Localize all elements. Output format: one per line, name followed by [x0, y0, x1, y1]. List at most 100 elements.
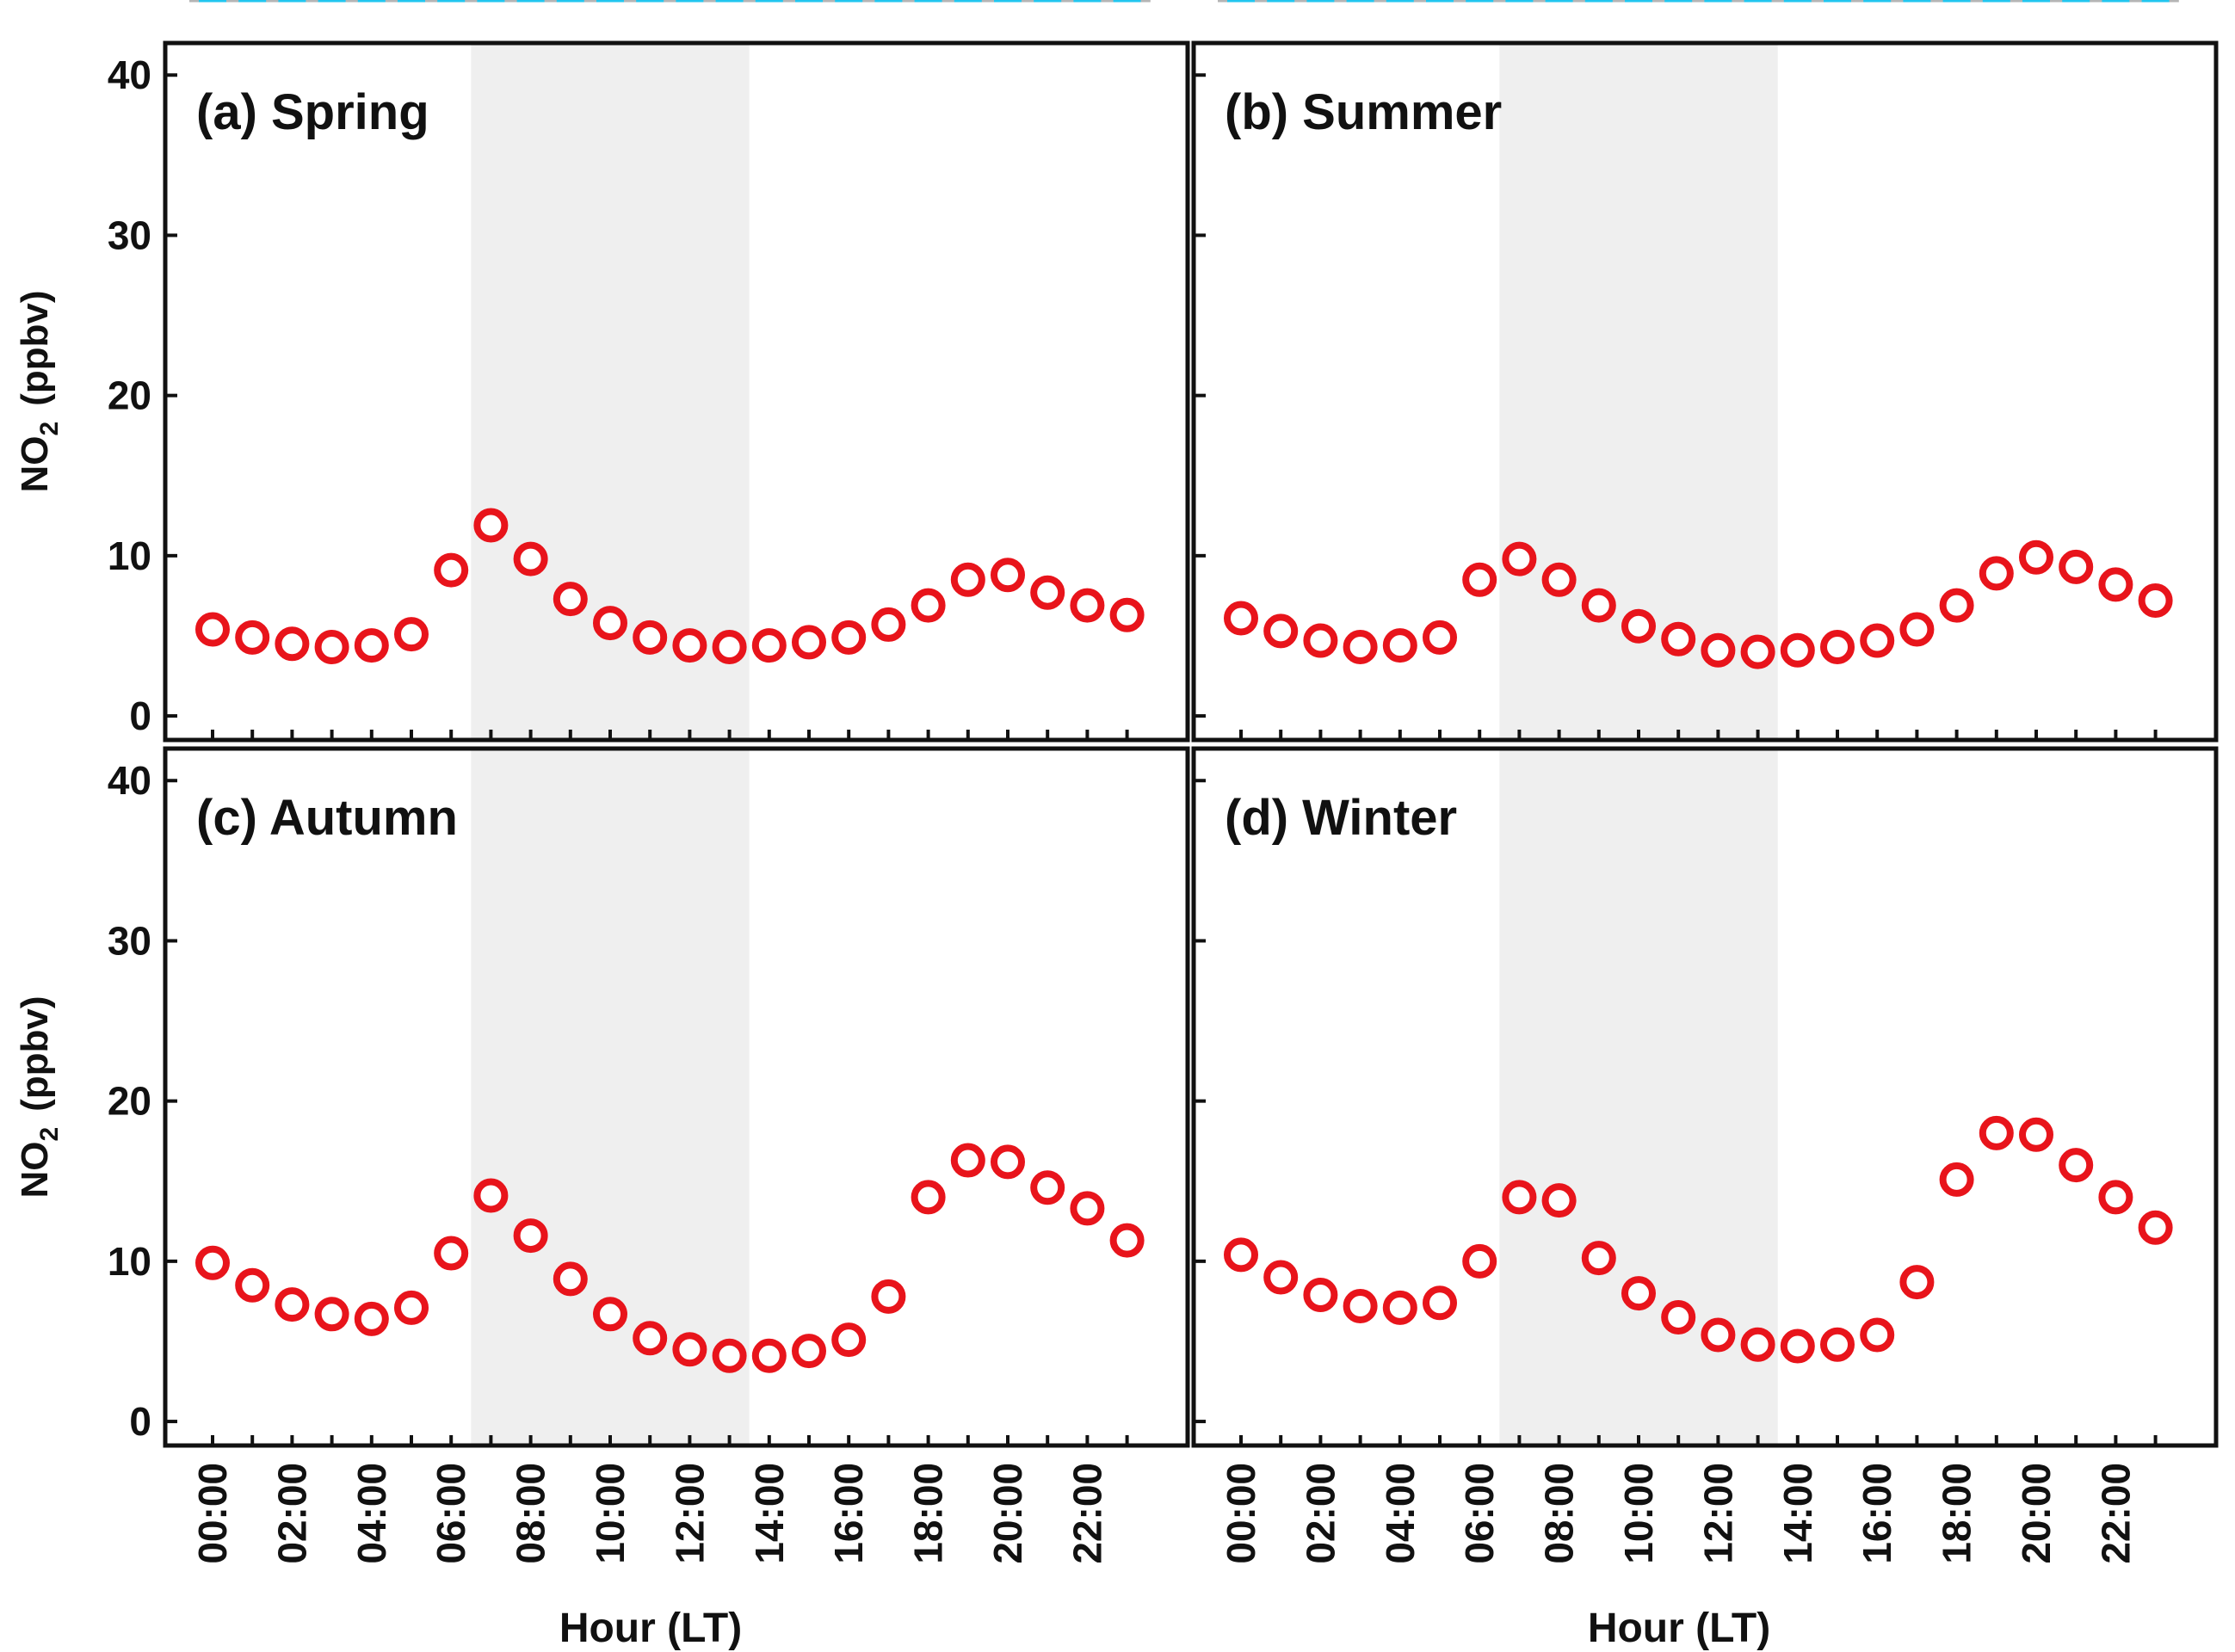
boxplot-hour-21	[2053, 0, 2100, 1183]
mean-marker	[1224, 1237, 1258, 1273]
mean-marker	[1581, 588, 1616, 623]
mean-marker	[553, 582, 588, 617]
panel-2: (b) Summer	[1191, 0, 2219, 743]
y-tick-label: 0	[129, 1399, 151, 1444]
boxplot-hour-23	[2132, 0, 2179, 618]
mean-marker	[2098, 1180, 2133, 1215]
boxplot-hour-10	[587, 0, 633, 1332]
y-label-subscript: 2	[35, 1127, 64, 1142]
mean-marker	[394, 1290, 429, 1325]
boxplot-hour-3	[1337, 0, 1384, 1323]
boxplot-hour-16	[1854, 0, 1901, 1353]
x-tick-label: 22:00	[2093, 1463, 2138, 1564]
y-label-species: NO	[14, 1142, 56, 1199]
boxplot-hour-11	[627, 0, 674, 1356]
mean-marker	[1979, 1115, 2014, 1150]
mean-marker	[792, 1334, 826, 1369]
mean-marker	[991, 1144, 1025, 1180]
mean-marker	[1502, 1180, 1537, 1215]
boxplot-hour-5	[388, 0, 435, 1325]
mean-marker	[1303, 1277, 1338, 1312]
y-tick-label: 40	[108, 758, 151, 803]
panel-1: 0 10 20 30 40 (a) Spring NO2 (ppbv)	[14, 0, 1190, 743]
boxplot-hour-1	[1257, 0, 1305, 1295]
boxplot-hour-11	[1655, 0, 1702, 656]
mean-marker	[633, 1321, 668, 1356]
mean-marker	[751, 1338, 787, 1373]
boxplot-hour-13	[1734, 0, 1781, 1362]
mean-marker	[831, 1322, 867, 1358]
boxplot-hour-14	[1774, 0, 1821, 668]
mean-marker	[1030, 575, 1065, 610]
boxplot-hour-20	[985, 0, 1031, 1180]
mean-marker	[434, 1236, 469, 1271]
boxplot-hour-18	[904, 0, 952, 1215]
mean-marker	[235, 1267, 270, 1303]
boxplot-hour-19	[944, 0, 991, 597]
mean-marker	[1224, 601, 1258, 636]
mean-marker	[1581, 1241, 1616, 1276]
y-tick-label: 10	[108, 1239, 151, 1284]
x-tick-label: 08:00	[509, 1463, 553, 1564]
x-tick-label: 18:00	[1935, 1463, 1979, 1564]
boxplot-hour-9	[546, 0, 594, 617]
mean-marker	[593, 1297, 627, 1332]
mean-marker	[1382, 1290, 1417, 1325]
mean-marker	[751, 628, 787, 663]
x-tick-label: 10:00	[588, 1463, 633, 1564]
mean-marker	[831, 620, 867, 655]
y-axis-label: NO2 (ppbv)	[14, 996, 64, 1198]
boxplot-hour-17	[1893, 0, 1941, 1300]
mean-marker	[2098, 567, 2133, 602]
panel-title: (d) Winter	[1225, 790, 1457, 846]
boxplot-hour-9	[546, 0, 594, 1297]
boxplot-hour-5	[1417, 0, 1463, 655]
mean-marker	[712, 1338, 747, 1373]
mean-marker	[871, 1279, 906, 1314]
x-tick-label: 06:00	[1457, 1463, 1502, 1564]
boxplot-hour-6	[1456, 0, 1503, 1279]
boxplot-hour-20	[985, 0, 1031, 593]
boxplot-hour-1	[1257, 0, 1305, 649]
boxplot-hour-22	[1064, 0, 1111, 623]
boxplot-hour-18	[904, 0, 952, 623]
x-tick-label: 02:00	[1298, 1463, 1343, 1564]
mean-marker	[1263, 613, 1299, 649]
y-label-subscript: 2	[35, 422, 64, 436]
mean-marker	[1070, 588, 1105, 623]
mean-marker	[473, 1178, 509, 1213]
x-tick-label: 02:00	[269, 1463, 314, 1564]
mean-marker	[1701, 632, 1736, 668]
boxplot-hour-19	[944, 0, 991, 1178]
boxplot-hour-19	[1973, 0, 2020, 1150]
mean-marker	[1541, 562, 1577, 597]
boxplot-hour-2	[1297, 0, 1344, 1312]
mean-marker	[991, 558, 1025, 593]
x-tick-label: 00:00	[190, 1463, 235, 1564]
mean-marker	[1502, 541, 1537, 576]
boxplot-hour-17	[865, 0, 912, 1314]
y-tick-label: 10	[108, 533, 151, 578]
daytime-shade	[471, 749, 750, 1446]
x-tick-label: 16:00	[826, 1463, 871, 1564]
x-tick-label: 14:00	[747, 1463, 792, 1564]
boxplot-hour-0	[1218, 0, 1264, 636]
boxplot-hour-14	[745, 0, 793, 663]
mean-marker	[633, 620, 668, 655]
boxplot-hour-3	[308, 0, 355, 1332]
boxplot-hour-14	[745, 0, 793, 1373]
boxplot-hour-21	[2053, 0, 2100, 584]
mean-marker	[871, 607, 906, 642]
mean-marker	[473, 508, 509, 543]
boxplot-hour-12	[1695, 0, 1742, 1353]
boxplot-hour-23	[1103, 0, 1151, 1258]
y-tick-label: 20	[108, 1079, 151, 1124]
mean-marker	[672, 628, 707, 663]
boxplot-hour-16	[1854, 0, 1901, 658]
plot-frame	[1191, 40, 2219, 743]
mean-marker	[1820, 1327, 1855, 1362]
mean-marker	[1820, 630, 1855, 664]
boxplot-hour-23	[1103, 0, 1151, 632]
mean-marker	[1979, 556, 2014, 591]
boxplot-hour-13	[1734, 0, 1781, 669]
